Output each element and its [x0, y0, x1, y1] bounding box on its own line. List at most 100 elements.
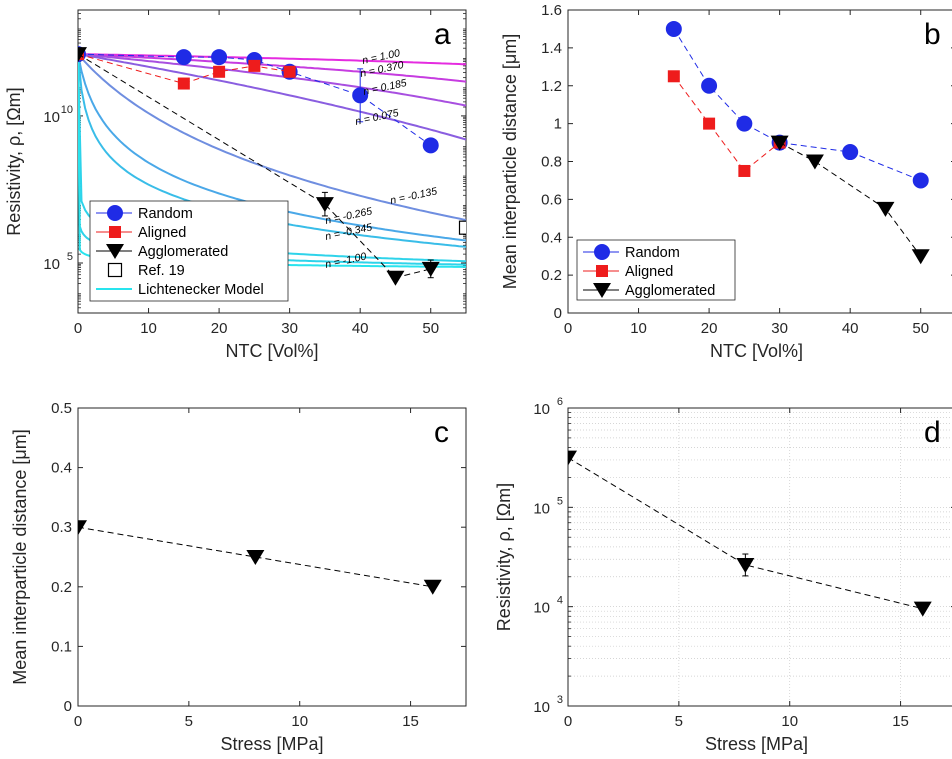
axes-box: [77, 407, 467, 707]
data-point: [770, 135, 789, 151]
legend-entry: Lichtenecker Model: [138, 282, 264, 298]
data-point: [842, 144, 859, 161]
lichtenecker-curve: [78, 53, 466, 66]
data-point: [422, 137, 439, 154]
data-point: [703, 117, 716, 130]
y-axis-label: Resistivity, ρ, [Ωm]: [494, 483, 514, 631]
data-point: [701, 77, 718, 94]
data-point: [736, 115, 753, 132]
data-point: [248, 59, 261, 72]
y-tick-label: 0: [554, 305, 562, 322]
y-tick-label: 10: [533, 600, 550, 617]
x-tick-label: 20: [701, 320, 718, 337]
series-agglomerated: [770, 135, 930, 265]
x-tick-label: 50: [422, 320, 439, 337]
series-agglomerated: [78, 520, 442, 595]
y-axis-label: Mean interparticle distance [μm]: [500, 34, 520, 289]
y-tick-label: 0.8: [541, 154, 562, 171]
series-line: [78, 53, 431, 279]
x-tick-label: 0: [74, 320, 82, 337]
x-tick-label: 10: [781, 713, 798, 730]
y-tick-label: 1.2: [541, 78, 562, 95]
data-point: [283, 65, 296, 78]
legend-marker: [596, 265, 608, 277]
panel-letter: c: [434, 416, 449, 449]
data-point: [667, 70, 680, 83]
x-tick-label: 20: [211, 320, 228, 337]
chart-panel-c: 0 5 10 15 0 0.1 0.2 0.3 0.4 0.5 Stress [MPa] Mean i…: [10, 400, 467, 754]
y-tick-label: 0.3: [51, 519, 72, 536]
legend-marker: [107, 262, 123, 278]
legend-entry: Aligned: [138, 225, 186, 241]
series-line: [673, 76, 780, 172]
data-point: [738, 164, 751, 177]
data-point: [665, 20, 682, 37]
legend-marker: [594, 244, 610, 260]
x-tick-label: 5: [675, 713, 683, 730]
data-point: [876, 201, 895, 217]
y-tick-label: 10: [533, 699, 550, 716]
y-axis-label: Resistivity, ρ, [Ωm]: [4, 87, 24, 235]
y-tick-label: 10: [533, 401, 550, 418]
y-tick-label: 0: [64, 698, 72, 715]
legend-marker: [109, 226, 121, 238]
data-point: [246, 550, 265, 565]
legend-entry: Random: [625, 245, 680, 261]
y-tick-label: 0.4: [541, 229, 562, 246]
y-tick-label: 1: [554, 116, 562, 133]
data-point: [911, 249, 930, 265]
x-axis-label: NTC [Vol%]: [225, 341, 318, 361]
plot-area: [665, 20, 930, 265]
y-tick-label: 0.4: [51, 460, 72, 477]
x-tick-label: 30: [771, 320, 788, 337]
legend-box: [89, 200, 289, 302]
series-ref-19: [458, 220, 466, 235]
series-line: [568, 457, 923, 610]
axes-box: [567, 407, 952, 707]
plot-area: [78, 520, 442, 595]
y-tick-label: 0.5: [51, 400, 72, 417]
y-tick-label: 0.2: [51, 579, 72, 596]
x-axis-label: Stress [MPa]: [705, 734, 808, 754]
data-point: [213, 65, 226, 78]
y-tick-exponent: 6: [557, 396, 563, 408]
y-tick-label: 0.2: [541, 267, 562, 284]
y-tick-label: 10: [533, 500, 550, 517]
data-point: [386, 270, 405, 286]
series-line: [673, 28, 921, 181]
lichtenecker-curve: [78, 53, 466, 83]
data-point: [912, 172, 929, 189]
x-tick-label: 0: [564, 713, 572, 730]
lichtenecker-label: n = 0.075: [354, 107, 400, 128]
series-agglomerated: [568, 450, 932, 617]
data-point: [736, 557, 755, 573]
y-tick-label: 0.1: [51, 638, 72, 655]
x-tick-label: 50: [912, 320, 929, 337]
legend-marker: [107, 205, 123, 221]
data-point: [78, 47, 87, 63]
data-point: [211, 49, 228, 66]
y-tick-exponent: 5: [67, 251, 73, 263]
data-point: [423, 579, 442, 595]
legend-entry: Aligned: [625, 264, 673, 280]
legend-entry: Random: [138, 206, 193, 222]
y-tick-label: 10: [43, 109, 60, 126]
lichtenecker-curve: [78, 53, 466, 107]
x-tick-label: 30: [281, 320, 298, 337]
panel-letter: b: [924, 18, 941, 51]
x-tick-label: 40: [842, 320, 859, 337]
legend: Random Aligned Agglomerated Ref. 19 Lichtene…: [89, 200, 289, 302]
data-point: [78, 520, 87, 536]
panel-letter: d: [924, 416, 941, 449]
y-tick-label: 1.4: [541, 40, 562, 57]
lichtenecker-curve: [78, 53, 466, 221]
data-point: [315, 197, 334, 213]
y-tick-exponent: 4: [557, 595, 563, 607]
x-axis-label: Stress [MPa]: [220, 734, 323, 754]
grid: [567, 407, 952, 707]
legend-marker: [593, 283, 611, 298]
legend-entry: Agglomerated: [138, 244, 228, 260]
y-tick-exponent: 3: [557, 694, 563, 706]
x-tick-label: 15: [402, 713, 419, 730]
